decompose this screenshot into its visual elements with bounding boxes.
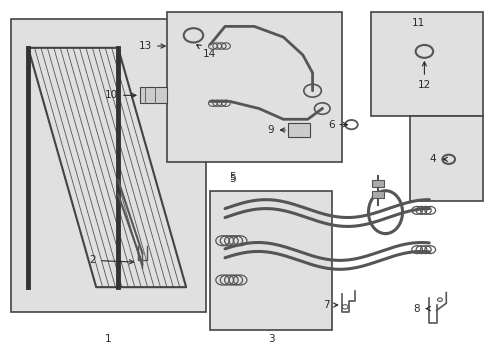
Text: 10: 10 [105,90,136,100]
Text: 2: 2 [89,255,133,265]
Text: 13: 13 [139,41,165,51]
Text: 9: 9 [266,125,285,135]
Text: 3: 3 [267,334,274,344]
Text: 6: 6 [327,120,347,130]
Bar [372,191,383,198]
Text: 8: 8 [412,303,429,314]
Text: 5: 5 [228,174,235,184]
Text: 14: 14 [196,45,216,59]
Bar [166,12,341,162]
Bar [287,123,309,137]
Bar [210,191,331,330]
Text: 7: 7 [322,300,337,310]
Text: 11: 11 [410,18,424,28]
Text: 4: 4 [429,154,447,164]
Bar [370,12,482,116]
Bar [409,116,482,202]
Bar [11,19,205,312]
Bar [140,87,166,103]
Text: 1: 1 [105,334,111,344]
Text: 12: 12 [417,62,430,90]
Bar [372,180,383,187]
Text: 5: 5 [228,172,235,182]
